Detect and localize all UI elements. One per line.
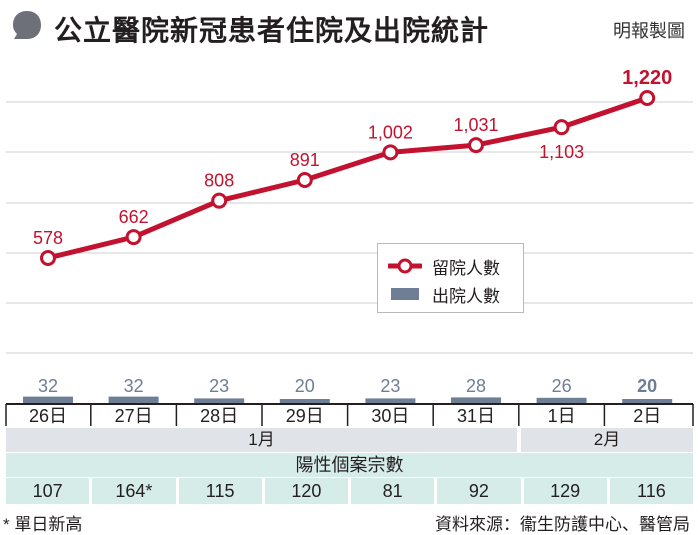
discharge-bar-label: 23: [209, 376, 229, 396]
x-tick-label: 30日: [371, 406, 409, 426]
cases-cell: 120: [264, 478, 351, 504]
footnote: * 單日新高: [3, 515, 83, 534]
discharge-bar: [194, 398, 245, 403]
speech-bubble-icon: [13, 11, 41, 39]
hospitalized-label: 1,031: [453, 115, 498, 135]
cases-cell: 164*: [92, 478, 179, 504]
x-axis: 26日 27日 28日 29日 30日 31日 1日 2日: [5, 403, 694, 426]
hospitalized-label: 578: [33, 228, 63, 248]
discharge-bar-label: 26: [552, 376, 572, 396]
hospitalized-line-path: [45, 95, 650, 261]
hospitalized-point: [382, 144, 399, 161]
hospitalized-label: 662: [119, 207, 149, 227]
legend: 留院人數 出院人數: [377, 243, 524, 313]
gridlines: [6, 101, 693, 354]
hospitalized-label: 1,220: [622, 67, 672, 89]
cases-cell: 81: [351, 478, 438, 504]
hospitalized-label: 891: [290, 150, 320, 170]
discharge-bar-label: 32: [38, 376, 58, 396]
x-tick-label: 2日: [633, 406, 661, 426]
discharge-bar: [279, 399, 330, 403]
discharge-bar: [622, 399, 673, 403]
month-label-jan: 1月: [6, 428, 517, 452]
cases-cell: 107: [6, 478, 93, 504]
hospitalized-point: [211, 192, 228, 209]
discharge-bar-labels: 32 32 23 20 23 28 26 20: [38, 376, 657, 396]
x-tick-label: 26日: [29, 406, 67, 426]
x-tick-label: 28日: [200, 406, 238, 426]
discharge-bar: [451, 397, 501, 403]
hospitalized-point: [553, 119, 570, 136]
chart: 32 32 23 20 23 28 26 20 578 662 808 891 1,002 1,031 1…: [5, 67, 694, 426]
header: 公立醫院新冠患者住院及出院統計 明報製圖: [0, 0, 698, 52]
discharge-bar: [23, 396, 73, 403]
x-tick-label: 31日: [457, 406, 495, 426]
hospitalized-label: 1,103: [539, 142, 584, 162]
data-source: 資料來源：衞生防護中心、醫管局: [435, 515, 690, 534]
hospitalized-point: [125, 229, 142, 246]
discharge-bars: [23, 396, 673, 403]
discharge-bar: [536, 397, 587, 403]
discharge-bar: [108, 396, 159, 403]
cases-title: 陽性個案宗數: [6, 453, 693, 477]
discharge-bar-label: 20: [637, 376, 657, 396]
month-label-feb: 2月: [521, 428, 693, 452]
hospitalized-label: 1,002: [368, 122, 413, 142]
discharge-bar: [365, 398, 416, 403]
discharge-bar-label: 23: [380, 376, 400, 396]
legend-item-hospitalized: 留院人數: [388, 254, 500, 278]
hospitalized-label: 808: [204, 171, 234, 191]
discharge-bar-label: 32: [124, 376, 144, 396]
cases-cell: 115: [178, 478, 265, 504]
hospitalized-line: [40, 90, 656, 266]
hospitalized-labels: 578 662 808 891 1,002 1,031 1,103 1,220: [33, 67, 672, 248]
cases-cell: 92: [437, 478, 524, 504]
hospitalized-point: [40, 250, 56, 266]
page-title: 公立醫院新冠患者住院及出院統計: [54, 14, 490, 47]
legend-item-discharged: 出院人數: [388, 282, 500, 306]
cases-cell: 116: [609, 478, 693, 504]
discharge-bar-label: 28: [466, 376, 486, 396]
legend-line-marker-icon: [388, 258, 422, 274]
legend-label-discharged: 出院人數: [432, 286, 500, 306]
cases-row: 107 164* 115 120 81 92 129 116: [6, 478, 693, 504]
hospitalized-point: [639, 90, 656, 106]
legend-bar-marker-icon: [391, 288, 419, 300]
x-tick-label: 29日: [286, 406, 324, 426]
discharge-bar-label: 20: [295, 376, 315, 396]
cases-cell: 129: [523, 478, 610, 504]
x-tick-label: 1日: [548, 406, 576, 426]
hospitalized-point: [468, 137, 484, 154]
brand-credit: 明報製圖: [613, 21, 685, 41]
hospitalized-point: [296, 171, 313, 188]
x-tick-label: 27日: [115, 406, 153, 426]
legend-label-hospitalized: 留院人數: [432, 258, 500, 278]
